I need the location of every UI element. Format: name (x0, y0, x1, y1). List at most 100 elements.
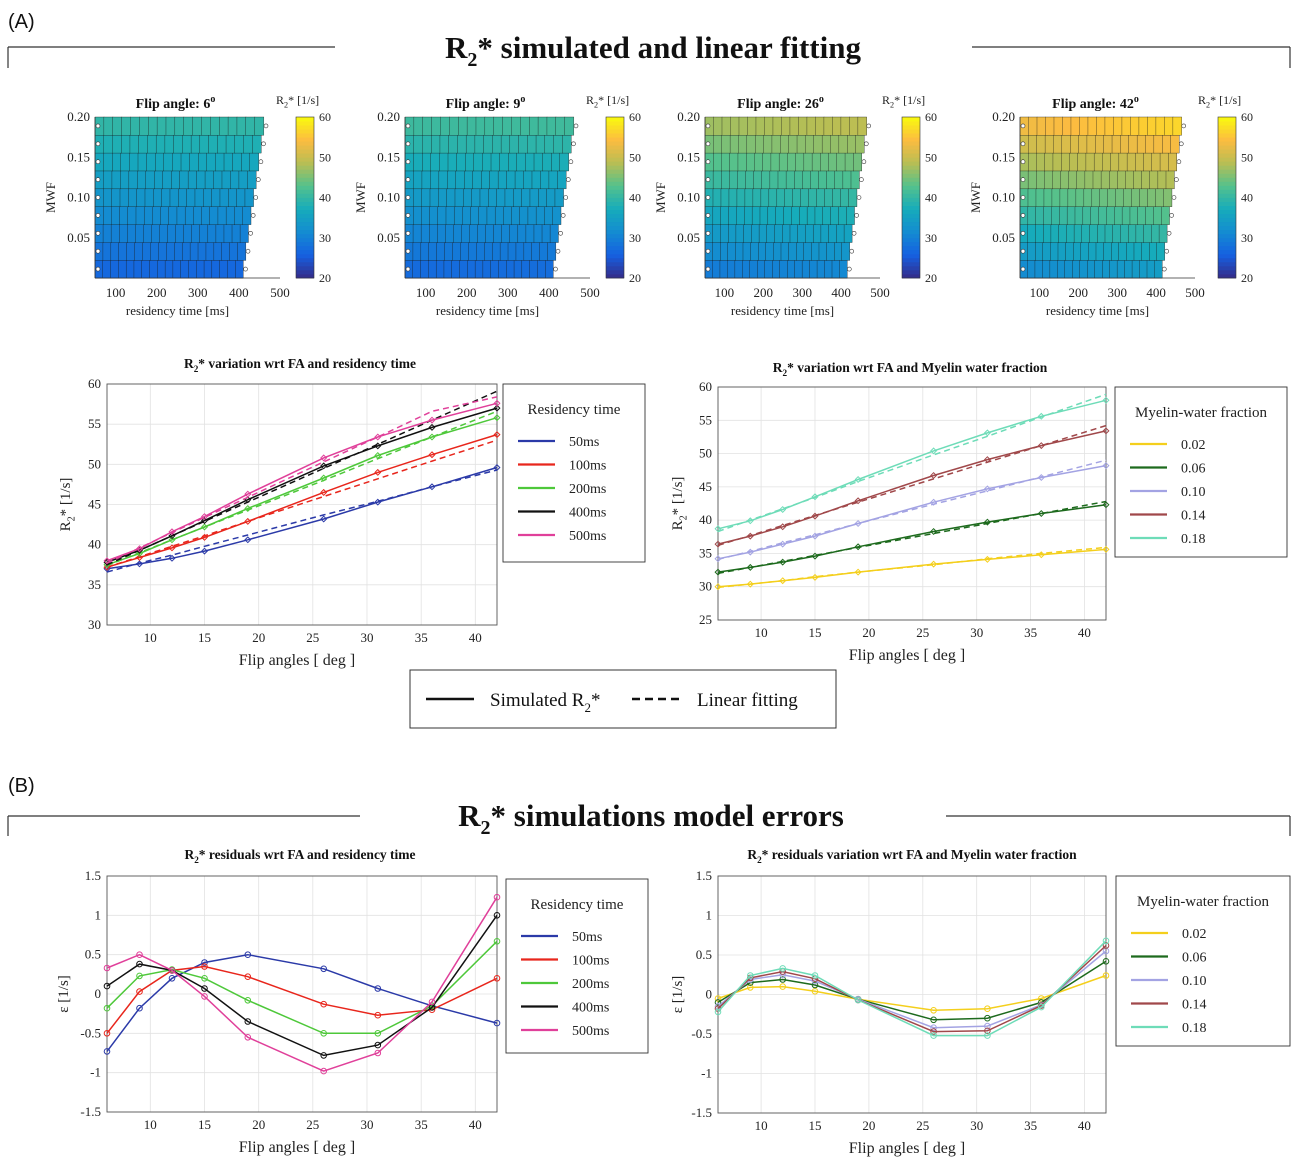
heatmap-cell (822, 206, 832, 225)
heatmap-edge-marker (560, 213, 566, 218)
heatmap-cell (175, 224, 185, 243)
heatmap-edge-marker (568, 159, 574, 164)
y-tick-label: 35 (699, 545, 712, 560)
heatmap-cell (503, 206, 513, 225)
colorbar-tick-label: 40 (1241, 191, 1253, 205)
y-tick-label: 0.5 (85, 947, 101, 962)
heatmap-cell (1128, 134, 1138, 154)
heatmap-cell (219, 259, 228, 279)
colorbar-tick-label: 20 (319, 271, 331, 285)
heatmap-edge-marker (263, 123, 269, 129)
legend-label-0.02: 0.02 (1181, 438, 1206, 453)
data-point (168, 544, 176, 552)
heatmap-cell (814, 206, 824, 225)
heatmap-cell (199, 224, 209, 243)
chart-title-rest: * variation wrt FA and residency time (198, 356, 416, 371)
heatmap-cell (554, 188, 564, 207)
heatmap-title-main: Flip angle: 6 (136, 97, 211, 112)
series-line-200ms (106, 940, 498, 1035)
heatmap-cell (821, 134, 831, 154)
heatmap-cell (1027, 188, 1037, 207)
colorbar-segment (606, 221, 624, 227)
heatmap-cell (801, 259, 811, 279)
heatmap-cell (239, 224, 249, 243)
heatmap-cell (1069, 152, 1079, 172)
heatmap-cell (1135, 224, 1145, 243)
heatmap-edge-marker (849, 248, 855, 254)
heatmap-cell (1081, 224, 1091, 243)
colorbar-segment (902, 133, 920, 138)
chart-title-main: R (184, 847, 194, 862)
colorbar-tick-label: 30 (925, 231, 937, 245)
heatmap-cell (743, 224, 752, 243)
heatmap-cell (1145, 206, 1154, 225)
heatmap-cell (751, 224, 760, 243)
heatmap-cell (795, 152, 805, 172)
x-tick-label: 35 (415, 630, 428, 645)
data-point (493, 975, 501, 982)
heatmap-cell (160, 206, 170, 225)
heatmap-cell (1143, 152, 1153, 172)
y-tick-label: 1 (95, 907, 102, 922)
heatmap-edge-marker (405, 123, 411, 129)
colorbar-frame (295, 116, 315, 279)
colorbar-segment (902, 261, 920, 267)
heatmap-cell (111, 188, 121, 207)
heatmap-cell (542, 152, 552, 172)
heatmap-cell (215, 152, 225, 172)
heatmap-cell (457, 134, 467, 154)
x-tick-label: 20 (252, 630, 265, 645)
heatmap-edge-marker (1020, 231, 1026, 236)
heatmap-cell (103, 206, 112, 225)
heatmap-1: 100 200 300 400 500 0.05 0.10 0.15 0.20 residency… (43, 93, 331, 318)
data-point (854, 497, 862, 505)
heatmap-cell (103, 134, 113, 154)
heatmap-cell (235, 259, 244, 279)
heatmap-cell (493, 224, 503, 243)
heatmap-cell (490, 152, 501, 172)
data-point (811, 532, 819, 540)
heatmap-cell (1133, 242, 1143, 261)
colorbar-segment (606, 265, 624, 271)
heatmap-cell (820, 224, 830, 243)
x-tick-label: 20 (862, 1118, 875, 1133)
colorbar-label-main: R (586, 93, 594, 107)
colorbar-segment (902, 125, 920, 130)
heatmap-cell (1027, 242, 1036, 261)
heatmap-cell (176, 206, 186, 225)
colorbar-tick-label: 30 (629, 231, 641, 245)
heatmap-cell (800, 188, 810, 207)
data-point (428, 423, 436, 431)
heatmap-cell (440, 116, 450, 136)
heatmap-cell (153, 188, 163, 207)
heatmap-edge-marker (705, 141, 711, 147)
heatmap-cell (546, 188, 556, 207)
heatmap-cell (421, 188, 431, 207)
data-point (930, 498, 938, 506)
heatmap-y-tick-label: 0.10 (992, 190, 1015, 205)
colorbar-segment (902, 209, 920, 214)
heatmap-cell (847, 134, 857, 154)
colorbar-label-rest: * [1/s] (1210, 93, 1241, 107)
series-fit-line-100ms (106, 439, 498, 568)
heatmap-cell (513, 259, 523, 279)
heatmap-cell (219, 188, 229, 207)
heatmap-cell (191, 224, 201, 243)
data-point (984, 1005, 991, 1013)
heatmap-4: 100 200 300 400 500 0.05 0.10 0.15 0.20 residency… (968, 93, 1253, 318)
y-tick-label: -1 (90, 1065, 101, 1080)
heatmap-cell (439, 152, 449, 172)
heatmap-cell (1115, 188, 1125, 207)
data-point (746, 563, 754, 571)
data-point (493, 414, 501, 422)
heatmap-x-tick-label: 400 (1146, 285, 1166, 300)
heatmap-cell (734, 259, 743, 279)
colorbar-segment (1218, 125, 1236, 130)
heatmap-cell (118, 259, 127, 279)
heatmap-cell (1079, 259, 1088, 279)
y-axis-label: R2* [1/s] (58, 478, 78, 532)
heatmap-cell (1050, 224, 1060, 243)
y-tick-label: 30 (88, 617, 101, 632)
heatmap-cell (494, 206, 504, 225)
heatmap-cell (1121, 206, 1131, 225)
